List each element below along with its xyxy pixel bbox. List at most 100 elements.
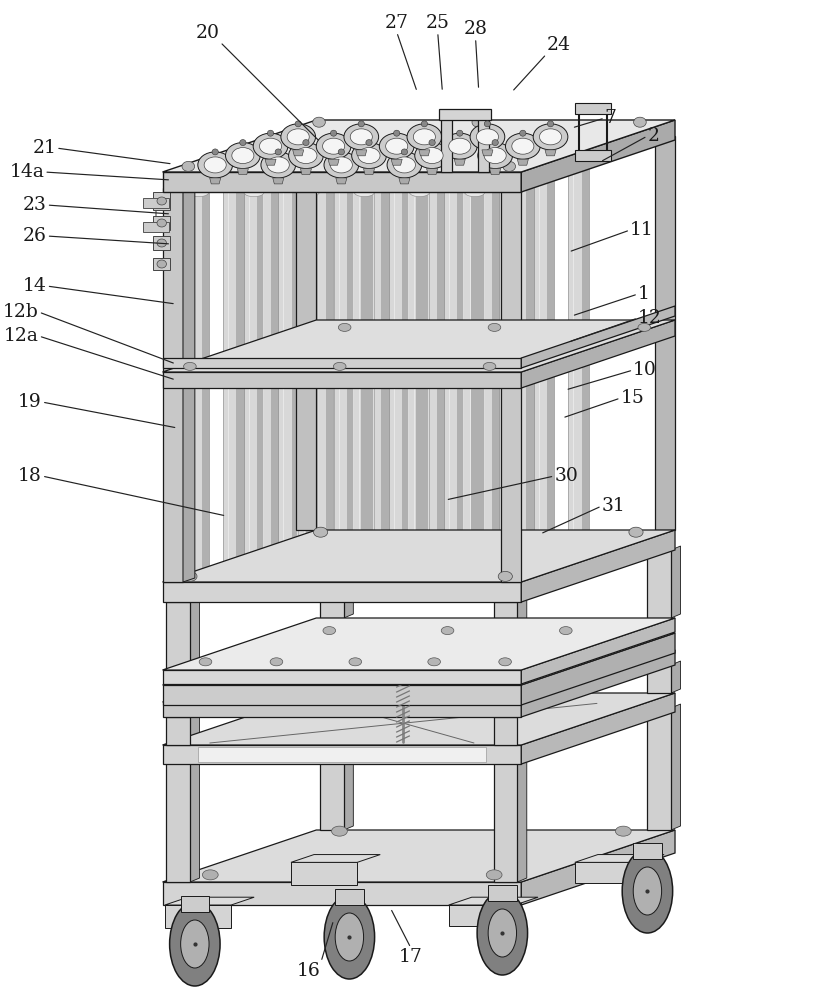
- Polygon shape: [278, 180, 299, 570]
- Polygon shape: [402, 157, 424, 547]
- Polygon shape: [368, 169, 389, 559]
- Ellipse shape: [157, 197, 167, 205]
- Ellipse shape: [258, 164, 278, 173]
- Ellipse shape: [316, 133, 351, 159]
- Polygon shape: [313, 169, 333, 559]
- Polygon shape: [568, 157, 589, 547]
- Text: 10: 10: [633, 361, 657, 379]
- Ellipse shape: [533, 164, 554, 173]
- Ellipse shape: [275, 149, 281, 155]
- Ellipse shape: [513, 152, 533, 162]
- Ellipse shape: [295, 148, 317, 164]
- Polygon shape: [647, 550, 671, 618]
- Polygon shape: [333, 180, 354, 570]
- Polygon shape: [163, 120, 675, 172]
- Polygon shape: [292, 180, 299, 570]
- Polygon shape: [482, 150, 493, 156]
- Polygon shape: [210, 178, 220, 184]
- Polygon shape: [521, 530, 675, 602]
- Ellipse shape: [182, 161, 194, 171]
- Polygon shape: [336, 178, 347, 184]
- Polygon shape: [163, 172, 521, 192]
- Ellipse shape: [407, 124, 441, 150]
- Ellipse shape: [547, 121, 554, 127]
- Ellipse shape: [512, 138, 534, 154]
- Polygon shape: [344, 546, 354, 618]
- Polygon shape: [492, 169, 499, 559]
- Polygon shape: [513, 157, 533, 547]
- Polygon shape: [439, 109, 490, 120]
- Ellipse shape: [335, 913, 363, 961]
- Ellipse shape: [540, 129, 562, 145]
- Text: 12a: 12a: [4, 327, 39, 345]
- Text: 27: 27: [385, 14, 409, 32]
- Polygon shape: [163, 188, 183, 582]
- Ellipse shape: [622, 849, 672, 933]
- Polygon shape: [163, 693, 675, 745]
- Ellipse shape: [341, 161, 354, 171]
- Text: 14a: 14a: [10, 163, 44, 181]
- Ellipse shape: [338, 323, 351, 331]
- Text: 24: 24: [546, 36, 571, 54]
- Polygon shape: [457, 180, 464, 570]
- Polygon shape: [545, 150, 556, 156]
- Polygon shape: [237, 180, 244, 570]
- Ellipse shape: [313, 164, 333, 173]
- Polygon shape: [478, 192, 485, 582]
- Ellipse shape: [314, 527, 328, 537]
- Ellipse shape: [198, 152, 233, 178]
- Polygon shape: [488, 885, 516, 901]
- Polygon shape: [163, 530, 675, 582]
- Ellipse shape: [385, 138, 408, 154]
- Polygon shape: [163, 702, 521, 717]
- Polygon shape: [165, 897, 254, 905]
- Ellipse shape: [352, 143, 386, 169]
- Polygon shape: [521, 633, 675, 705]
- Polygon shape: [381, 169, 389, 559]
- Polygon shape: [575, 862, 641, 883]
- Polygon shape: [489, 169, 501, 175]
- Ellipse shape: [488, 323, 501, 331]
- Polygon shape: [409, 192, 430, 582]
- Ellipse shape: [629, 527, 643, 537]
- Ellipse shape: [486, 870, 502, 880]
- Polygon shape: [189, 192, 209, 582]
- Ellipse shape: [520, 130, 526, 136]
- Polygon shape: [306, 157, 313, 547]
- Polygon shape: [478, 112, 489, 172]
- Polygon shape: [167, 760, 190, 882]
- Ellipse shape: [499, 176, 520, 185]
- Polygon shape: [153, 258, 171, 270]
- Polygon shape: [464, 192, 485, 582]
- Polygon shape: [454, 159, 465, 165]
- Polygon shape: [517, 756, 527, 882]
- Ellipse shape: [483, 362, 496, 370]
- Polygon shape: [517, 598, 527, 670]
- Polygon shape: [163, 830, 675, 882]
- Polygon shape: [244, 192, 264, 582]
- Ellipse shape: [506, 133, 540, 159]
- Polygon shape: [163, 650, 675, 702]
- Polygon shape: [671, 704, 680, 830]
- Polygon shape: [517, 159, 528, 165]
- Polygon shape: [291, 855, 380, 862]
- Ellipse shape: [295, 121, 302, 127]
- Polygon shape: [202, 192, 209, 582]
- Polygon shape: [581, 157, 589, 547]
- Ellipse shape: [232, 148, 254, 164]
- Ellipse shape: [368, 164, 389, 173]
- Ellipse shape: [344, 124, 379, 150]
- Text: 12b: 12b: [3, 303, 39, 321]
- Ellipse shape: [270, 658, 283, 666]
- Polygon shape: [363, 169, 375, 175]
- Text: 25: 25: [426, 14, 450, 32]
- Ellipse shape: [330, 130, 337, 136]
- Ellipse shape: [470, 124, 505, 150]
- Ellipse shape: [485, 121, 490, 127]
- Ellipse shape: [157, 219, 167, 227]
- Ellipse shape: [293, 152, 313, 162]
- Text: 15: 15: [620, 389, 645, 407]
- Ellipse shape: [402, 149, 407, 155]
- Polygon shape: [299, 192, 320, 582]
- Polygon shape: [237, 169, 249, 175]
